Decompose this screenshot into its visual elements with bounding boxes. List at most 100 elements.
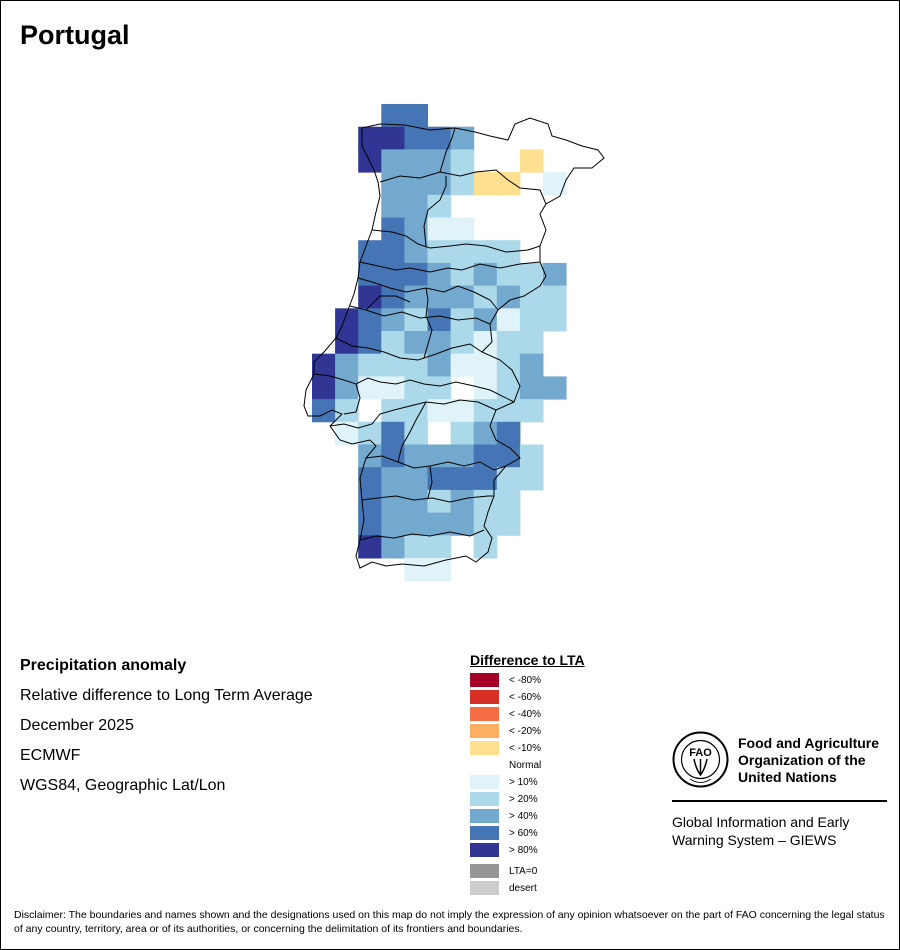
district-borders	[303, 117, 605, 569]
anomaly-cell	[496, 285, 521, 309]
anomaly-cell	[358, 353, 382, 377]
anomaly-cell	[473, 444, 498, 468]
variable-description: Relative difference to Long Term Average	[20, 687, 313, 704]
anomaly-cell	[427, 399, 452, 423]
anomaly-cell	[519, 308, 544, 332]
legend-swatch	[470, 690, 499, 704]
district-line	[379, 169, 547, 205]
anomaly-cell	[404, 285, 428, 309]
anomaly-cell	[450, 217, 475, 241]
legend-label: Normal	[509, 759, 542, 771]
period-label: December 2025	[20, 717, 134, 734]
legend-item: LTA=0	[470, 864, 537, 878]
anomaly-cell	[450, 331, 475, 355]
anomaly-cell	[519, 262, 544, 287]
anomaly-cell	[496, 421, 521, 445]
anomaly-cell	[473, 467, 498, 491]
anomaly-cell	[358, 331, 382, 355]
legend-item: < -20%	[470, 724, 541, 738]
legend-label: LTA=0	[509, 865, 538, 877]
anomaly-cell	[404, 308, 428, 332]
legend-label: > 10%	[509, 776, 538, 788]
legend-swatch	[470, 758, 499, 772]
district-line	[397, 401, 427, 463]
legend-swatch	[470, 741, 499, 755]
anomaly-cell	[381, 172, 405, 196]
district-line	[329, 399, 497, 429]
anomaly-cell	[358, 489, 382, 514]
anomaly-cell	[404, 104, 428, 128]
anomaly-cell	[335, 331, 359, 355]
anomaly-cell	[450, 489, 475, 514]
anomaly-cell	[450, 399, 475, 423]
anomaly-cell	[427, 535, 452, 559]
legend-label: > 40%	[509, 810, 538, 822]
anomaly-cell	[473, 421, 498, 445]
anomaly-cell	[519, 399, 544, 423]
anomaly-cell	[404, 512, 428, 536]
anomaly-cell	[404, 217, 428, 241]
anomaly-cell	[496, 467, 521, 491]
district-line	[427, 465, 433, 499]
anomaly-cell	[427, 308, 452, 332]
legend: Difference to LTA < -80% < -60% < -40% < -2…	[470, 652, 585, 895]
anomaly-cell	[496, 331, 521, 355]
legend-label: < -60%	[509, 691, 541, 703]
anomaly-cell	[427, 194, 452, 218]
anomaly-cell	[496, 262, 521, 287]
anomaly-cell	[496, 308, 521, 332]
anomaly-cell	[543, 285, 567, 309]
anomaly-cell	[450, 353, 475, 377]
anomaly-cell	[335, 421, 359, 445]
district-line	[423, 287, 433, 359]
anomaly-cell	[381, 308, 405, 332]
anomaly-cell	[473, 308, 498, 332]
anomaly-cell	[404, 126, 428, 150]
anomaly-cell	[404, 421, 428, 445]
anomaly-cell	[358, 444, 382, 468]
anomaly-cell	[381, 194, 405, 218]
district-line	[371, 229, 541, 253]
anomaly-cell	[473, 262, 498, 287]
anomaly-cell	[543, 262, 567, 287]
anomaly-cell	[381, 126, 405, 150]
anomaly-cell	[450, 149, 475, 173]
legend-item: > 80%	[470, 843, 538, 857]
legend-label: < -40%	[509, 708, 541, 720]
legend-item: > 60%	[470, 826, 538, 840]
anomaly-cell	[312, 353, 336, 377]
anomaly-cell	[404, 489, 428, 514]
legend-label: desert	[509, 882, 537, 894]
legend-swatch	[470, 792, 499, 806]
legend-label: > 80%	[509, 844, 538, 856]
anomaly-cell	[519, 331, 544, 355]
district-line	[361, 495, 494, 503]
legend-swatch	[470, 843, 499, 857]
anomaly-cell	[358, 467, 382, 491]
disclaimer: Disclaimer: The boundaries and names sho…	[14, 909, 885, 935]
legend-swatch	[470, 707, 499, 721]
legend-item: < -10%	[470, 741, 541, 755]
anomaly-grid	[312, 104, 567, 582]
anomaly-cell	[427, 444, 452, 468]
anomaly-cell	[381, 353, 405, 377]
anomaly-cell	[404, 467, 428, 491]
anomaly-cell	[381, 285, 405, 309]
anomaly-cell	[427, 512, 452, 536]
anomaly-cell	[496, 353, 521, 377]
anomaly-map	[303, 104, 605, 582]
legend-item: < -60%	[470, 690, 541, 704]
anomaly-cell	[404, 172, 428, 196]
anomaly-cell	[381, 489, 405, 514]
anomaly-cell	[404, 535, 428, 559]
anomaly-cell	[473, 376, 498, 400]
legend-swatch	[470, 775, 499, 789]
legend-label: > 60%	[509, 827, 538, 839]
legend-item: > 10%	[470, 775, 538, 789]
district-line	[349, 305, 491, 325]
anomaly-cell	[404, 262, 428, 287]
anomaly-cell	[381, 149, 405, 173]
anomaly-cell	[496, 444, 521, 468]
anomaly-cell	[427, 467, 452, 491]
anomaly-cell	[358, 535, 382, 559]
